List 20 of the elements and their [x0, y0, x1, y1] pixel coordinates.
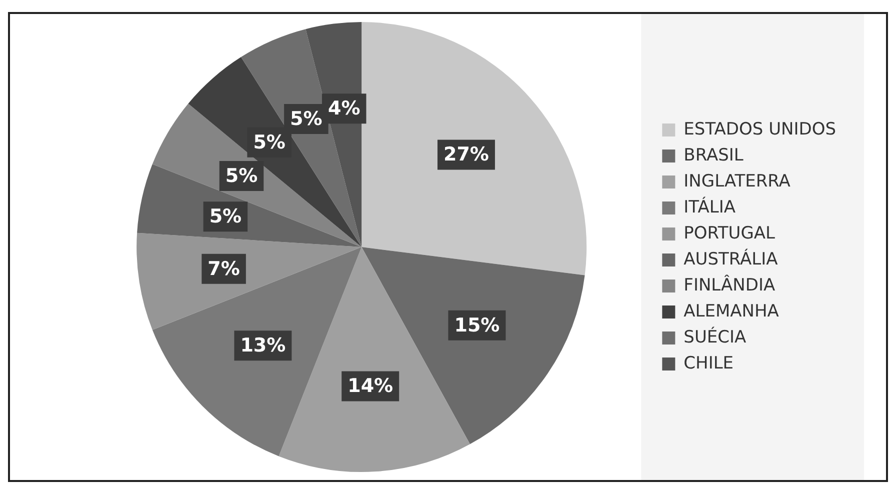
data-label: 5% [225, 164, 258, 187]
legend-label: INGLATERRA [684, 171, 791, 192]
data-label: 13% [240, 334, 286, 357]
legend-label: AUSTRÁLIA [684, 248, 778, 270]
data-label: 5% [290, 108, 322, 130]
legend-label: ITÁLIA [684, 196, 736, 218]
legend-label: FINLÂNDIA [684, 274, 776, 296]
data-label: 27% [443, 144, 489, 166]
data-label: 14% [348, 375, 394, 398]
legend-label: BRASIL [684, 145, 744, 166]
data-label: 7% [208, 258, 240, 280]
data-label: 4% [328, 98, 360, 120]
data-label: 5% [209, 206, 242, 228]
data-label: 5% [253, 131, 286, 154]
legend-label: PORTUGAL [684, 223, 776, 244]
legend-label: ESTADOS UNIDOS [684, 119, 836, 140]
legend-label: CHILE [684, 353, 734, 374]
legend-label: ALEMANHA [684, 301, 780, 322]
legend-label: SUÉCIA [684, 326, 747, 348]
data-label: 15% [454, 314, 500, 336]
